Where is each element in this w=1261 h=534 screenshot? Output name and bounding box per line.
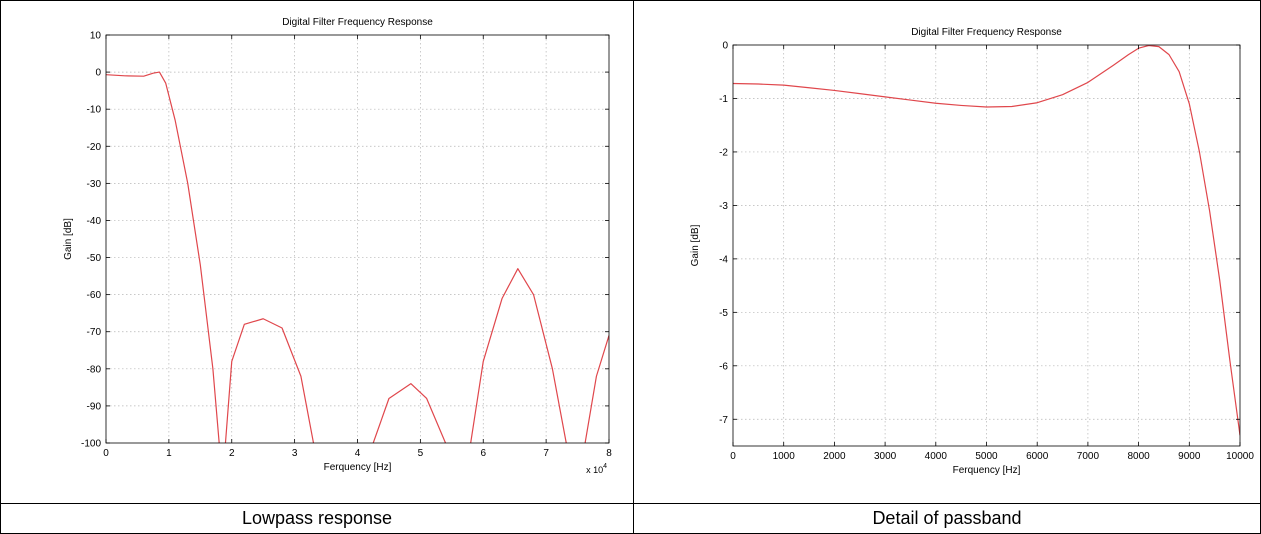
y-tick-label: -100: [81, 439, 101, 450]
x-tick-label: 3: [292, 448, 298, 459]
y-axis-label: Gain [dB]: [690, 224, 701, 266]
y-tick-label: -70: [87, 327, 102, 338]
y-tick-label: -90: [87, 401, 102, 412]
y-tick-label: -60: [87, 290, 102, 301]
x-tick-label: 10000: [1226, 451, 1254, 462]
response-curve-segment-0: [733, 45, 1240, 436]
passband-chart: Digital Filter Frequency Response 0 1000 20…: [690, 27, 1254, 476]
y-tick-label: -7: [719, 415, 728, 426]
y-tick-label: -30: [87, 179, 102, 190]
x-axis-label: Ferquency [Hz]: [324, 462, 392, 473]
chart-title: Digital Filter Frequency Response: [911, 27, 1062, 38]
y-tick-label: 10: [90, 31, 102, 42]
x-tick-label: 5000: [975, 451, 998, 462]
y-tick-label: -40: [87, 216, 102, 227]
y-tick-label: -80: [87, 364, 102, 375]
chart-title: Digital Filter Frequency Response: [282, 17, 433, 28]
x-tick-label: 7: [543, 448, 549, 459]
response-curve-segment-1: [224, 318, 315, 443]
response-curve-segment-0: [106, 71, 220, 443]
y-tick-label: -6: [719, 361, 728, 372]
x-tick-label: 4: [355, 448, 361, 459]
x-tick-label: 0: [103, 448, 109, 459]
x-tick-label: 2000: [823, 451, 846, 462]
response-curve-segment-2: [372, 383, 447, 443]
y-tick-label: -3: [719, 201, 728, 212]
x-tick-label: 1: [166, 448, 172, 459]
x-tick-label: 2: [229, 448, 235, 459]
x-tick-label: 3000: [874, 451, 897, 462]
y-tick-label: -5: [719, 308, 728, 319]
y-tick-label: -10: [87, 105, 102, 116]
response-curve-segment-3: [470, 268, 567, 443]
x-axis-multiplier: x 104: [586, 463, 607, 475]
y-tick-label: -2: [719, 147, 728, 158]
x-tick-label: 8000: [1127, 451, 1150, 462]
y-tick-label: 0: [95, 68, 101, 79]
lowpass-chart: Digital Filter Frequency Response 0 1 2 3 4 5 6…: [63, 17, 612, 475]
y-tick-label: -50: [87, 253, 102, 264]
y-tick-label: -4: [719, 254, 728, 265]
y-tick-label: -20: [87, 142, 102, 153]
x-tick-label: 0: [730, 451, 736, 462]
y-tick-label: 0: [722, 41, 728, 52]
x-tick-label: 4000: [925, 451, 948, 462]
response-curve-segment-4: [584, 335, 609, 443]
x-tick-label: 1000: [773, 451, 796, 462]
x-tick-label: 6: [480, 448, 486, 459]
y-tick-label: -1: [719, 94, 728, 105]
x-tick-label: 5: [418, 448, 424, 459]
y-axis-label: Gain [dB]: [63, 218, 74, 260]
x-tick-label: 6000: [1026, 451, 1049, 462]
caption-passband-detail: Detail of passband: [872, 508, 1022, 528]
x-tick-label: 9000: [1178, 451, 1201, 462]
caption-lowpass-response: Lowpass response: [241, 508, 393, 528]
x-tick-label: 7000: [1077, 451, 1100, 462]
x-axis-label: Ferquency [Hz]: [953, 465, 1021, 476]
x-tick-label: 8: [606, 448, 612, 459]
x-axis-multiplier-exponent: 4: [603, 463, 607, 470]
